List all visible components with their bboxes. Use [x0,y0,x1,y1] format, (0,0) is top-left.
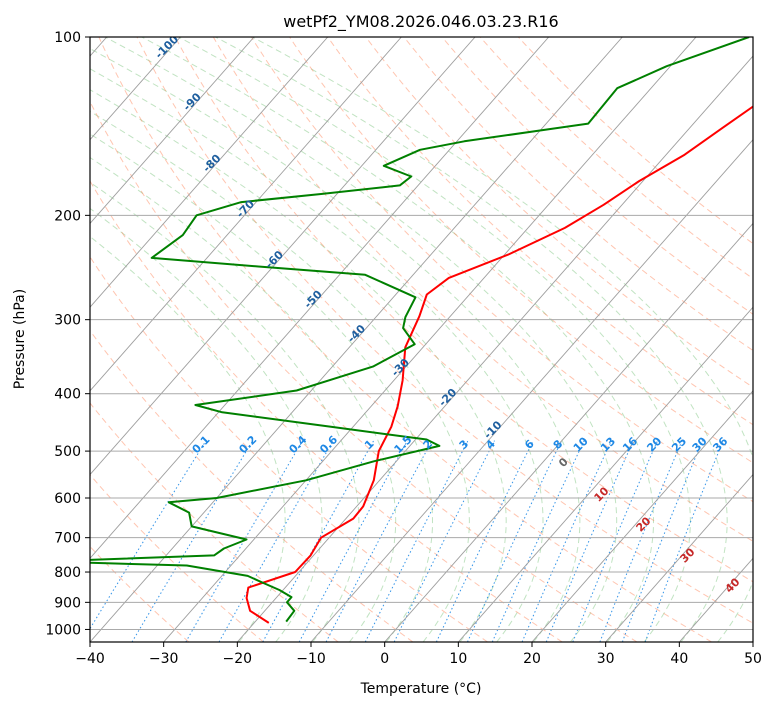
isotherm-line [90,37,255,225]
x-tick-label: 50 [744,651,762,667]
x-tick-label: −10 [296,651,326,667]
y-tick-label: 100 [54,30,81,46]
dry-adiabat-line [479,37,753,280]
mixing-ratio-line [572,440,659,642]
moist-adiabat-line [90,110,470,642]
moist-adiabat-line [178,37,691,642]
mixing-ratio-line [435,440,534,642]
isobar-gridlines [90,37,753,630]
dewpoint-profile-line [90,37,750,623]
dry-adiabat-line [327,37,753,426]
isotherm-line [457,306,753,642]
plot-area: 0.1 0.2 0.4 0.6 1 1.5 2 3 4 6 8 10 13 16 20 25 30 36-100-… [90,37,753,642]
mixing-ratio-line [131,440,254,642]
moist-adiabat-line [90,156,397,642]
mixing-ratio-line [393,440,495,642]
x-tick-label: −20 [223,651,253,667]
moist-adiabat-line [90,68,544,642]
isotherm-line [90,37,623,642]
profile-lines [90,37,753,624]
mixing-ratio-line [325,440,433,642]
dry-adiabat-line [250,37,753,503]
y-tick-label: 500 [54,444,81,460]
mixing-ratio-line [545,440,634,642]
mixing-ratio-line [364,440,469,642]
x-tick-label: −40 [75,651,105,667]
mixing-ratio-line [491,440,585,642]
chart-title: wetPf2_YM08.2026.046.03.23.R16 [283,12,558,32]
dry-adiabat-line [90,100,638,642]
x-tick-label: 0 [380,651,389,667]
moist-adiabat-line [90,181,360,642]
y-axis-ticks: 100 200 300 400 500 600 700 800 900 1000 [45,30,90,638]
x-tick-label: 10 [449,651,467,667]
moist-adiabat-line [90,133,434,642]
y-tick-label: 400 [54,387,81,403]
x-tick-label: 20 [523,651,541,667]
mixing-ratio-lines [90,440,724,642]
isotherm-line [531,390,753,642]
x-tick-label: −30 [149,651,179,667]
mixing-ratio-line [521,440,612,642]
isotherm-line [90,37,476,476]
plot-frame [89,36,754,643]
dry-adiabat-line [90,329,414,642]
moist-adiabat-line [141,37,655,642]
moist-adiabat-line [104,37,618,642]
mixing-ratio-line [90,440,207,630]
isotherm-line [310,139,753,642]
y-tick-label: 700 [54,531,81,547]
dry-adiabat-line [441,37,753,315]
y-tick-label: 900 [54,595,81,611]
dry-adiabat-line [98,37,712,642]
x-axis-label: Temperature (°C) [360,681,482,697]
skewed-isotherms [90,37,753,642]
dry-adiabat-line [212,37,753,542]
moist-adiabat-line [90,48,581,642]
dry-adiabat-line [90,474,264,642]
isotherm-line [384,222,753,642]
y-tick-label: 300 [54,313,81,329]
mixing-ratio-line [621,440,703,642]
mixing-ratio-line [218,440,334,642]
isotherm-line [236,55,753,642]
moist-adiabat-line [252,37,753,642]
moist-adiabat-line [215,37,728,642]
isotherm-line [90,37,329,308]
moist-adiabats [90,37,753,642]
isotherm-line [605,473,753,642]
y-tick-label: 600 [54,491,81,507]
dry-adiabat-line [90,255,488,642]
mixing-ratio-line [599,440,683,642]
x-tick-label: 40 [670,651,688,667]
isotherm-line [90,37,550,559]
x-axis-ticks: −40 −30 −20 −10 0 10 20 30 40 50 [75,642,762,667]
dry-adiabat-line [90,180,563,642]
temperature-profile-line [245,105,753,624]
moist-adiabat-line [90,235,286,642]
x-tick-label: 30 [597,651,615,667]
dry-adiabat-line [136,37,753,624]
isotherm-line [90,37,181,141]
y-axis-label: Pressure (hPa) [12,289,28,389]
dry-adiabat-line [174,37,753,583]
mixing-ratio-line [467,440,563,642]
y-tick-label: 200 [54,208,81,224]
isotherm-line [163,37,697,642]
y-tick-label: 1000 [45,622,81,638]
isotherm-line [90,37,402,392]
moist-adiabat-line [90,89,507,642]
y-tick-label: 800 [54,565,81,581]
moist-adiabat-line [90,207,323,642]
